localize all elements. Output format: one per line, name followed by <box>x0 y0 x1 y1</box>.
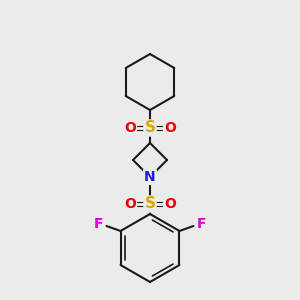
Text: S: S <box>145 196 155 211</box>
Text: O: O <box>164 197 176 211</box>
Text: O: O <box>164 121 176 135</box>
Text: F: F <box>94 217 103 231</box>
Text: S: S <box>145 121 155 136</box>
Text: O: O <box>124 197 136 211</box>
Text: N: N <box>144 170 156 184</box>
Text: F: F <box>197 217 206 231</box>
Text: O: O <box>124 121 136 135</box>
